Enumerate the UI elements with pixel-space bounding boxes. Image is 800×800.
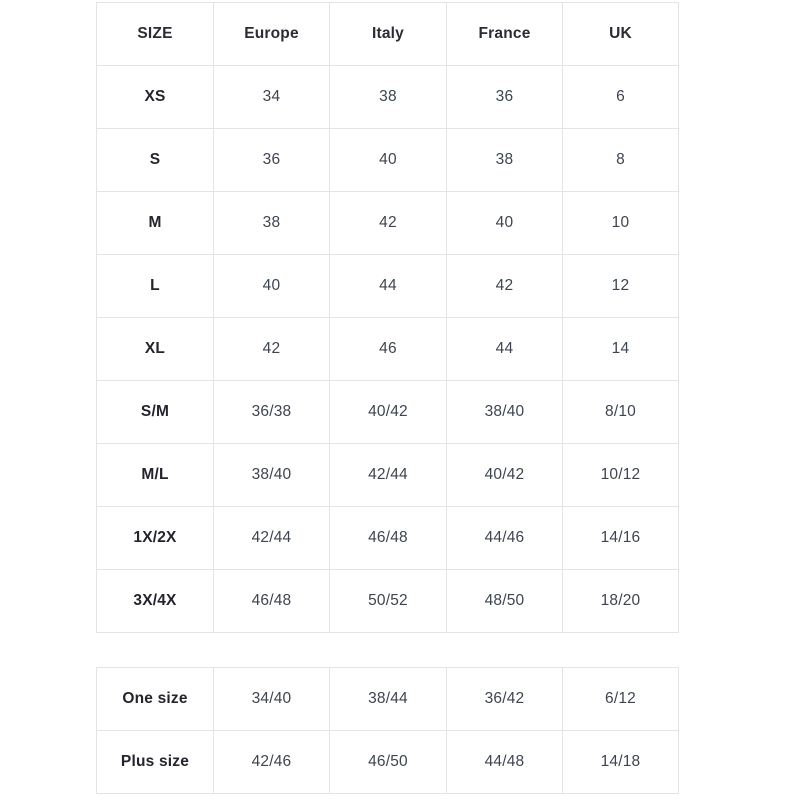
cell-uk: 10 — [562, 191, 679, 255]
row-label: S/M — [96, 380, 214, 444]
cell-france: 40/42 — [446, 443, 563, 507]
table-row: S/M 36/38 40/42 38/40 8/10 — [96, 380, 679, 444]
table-body: XS 34 38 36 6 S 36 40 38 8 M 38 42 40 10 — [96, 65, 679, 633]
cell-uk: 14 — [562, 317, 679, 381]
cell-france: 42 — [446, 254, 563, 318]
table-row: L 40 44 42 12 — [96, 254, 679, 318]
cell-europe: 34 — [213, 65, 330, 129]
cell-italy: 46 — [329, 317, 447, 381]
table-row: One size 34/40 38/44 36/42 6/12 — [96, 667, 679, 731]
table-row: XS 34 38 36 6 — [96, 65, 679, 129]
cell-europe: 34/40 — [213, 667, 330, 731]
cell-uk: 14/18 — [562, 730, 679, 794]
cell-uk: 8 — [562, 128, 679, 192]
cell-europe: 36/38 — [213, 380, 330, 444]
cell-uk: 10/12 — [562, 443, 679, 507]
table-row: S 36 40 38 8 — [96, 128, 679, 192]
one-size-conversion-table: One size 34/40 38/44 36/42 6/12 Plus siz… — [96, 667, 679, 794]
cell-italy: 42/44 — [329, 443, 447, 507]
cell-uk: 12 — [562, 254, 679, 318]
column-header-uk: UK — [562, 2, 679, 66]
row-label: M — [96, 191, 214, 255]
row-label: XL — [96, 317, 214, 381]
cell-france: 48/50 — [446, 569, 563, 633]
cell-italy: 44 — [329, 254, 447, 318]
cell-italy: 46/48 — [329, 506, 447, 570]
cell-italy: 42 — [329, 191, 447, 255]
cell-france: 36/42 — [446, 667, 563, 731]
column-header-france: France — [446, 2, 563, 66]
cell-europe: 46/48 — [213, 569, 330, 633]
row-label: 1X/2X — [96, 506, 214, 570]
table-row: 3X/4X 46/48 50/52 48/50 18/20 — [96, 569, 679, 633]
cell-europe: 38/40 — [213, 443, 330, 507]
table-row: M/L 38/40 42/44 40/42 10/12 — [96, 443, 679, 507]
cell-france: 44 — [446, 317, 563, 381]
cell-france: 44/48 — [446, 730, 563, 794]
cell-france: 44/46 — [446, 506, 563, 570]
column-header-europe: Europe — [213, 2, 330, 66]
header-row: SIZE Europe Italy France UK — [96, 2, 679, 66]
row-label: One size — [96, 667, 214, 731]
table-header: SIZE Europe Italy France UK — [96, 2, 679, 66]
cell-france: 40 — [446, 191, 563, 255]
row-label: S — [96, 128, 214, 192]
row-label: L — [96, 254, 214, 318]
cell-france: 38 — [446, 128, 563, 192]
cell-europe: 42/44 — [213, 506, 330, 570]
row-label: M/L — [96, 443, 214, 507]
cell-france: 36 — [446, 65, 563, 129]
cell-europe: 36 — [213, 128, 330, 192]
cell-uk: 18/20 — [562, 569, 679, 633]
row-label: Plus size — [96, 730, 214, 794]
cell-uk: 8/10 — [562, 380, 679, 444]
cell-uk: 6/12 — [562, 667, 679, 731]
column-header-italy: Italy — [329, 2, 447, 66]
table-row: Plus size 42/46 46/50 44/48 14/18 — [96, 730, 679, 794]
cell-uk: 6 — [562, 65, 679, 129]
cell-italy: 46/50 — [329, 730, 447, 794]
cell-europe: 42/46 — [213, 730, 330, 794]
cell-europe: 38 — [213, 191, 330, 255]
cell-europe: 42 — [213, 317, 330, 381]
table-body: One size 34/40 38/44 36/42 6/12 Plus siz… — [96, 667, 679, 794]
cell-uk: 14/16 — [562, 506, 679, 570]
column-header-size: SIZE — [96, 2, 214, 66]
table-row: M 38 42 40 10 — [96, 191, 679, 255]
cell-italy: 40/42 — [329, 380, 447, 444]
row-label: XS — [96, 65, 214, 129]
size-conversion-table: SIZE Europe Italy France UK XS 34 38 36 … — [96, 2, 679, 633]
cell-italy: 38 — [329, 65, 447, 129]
cell-italy: 50/52 — [329, 569, 447, 633]
table-row: XL 42 46 44 14 — [96, 317, 679, 381]
cell-italy: 40 — [329, 128, 447, 192]
cell-italy: 38/44 — [329, 667, 447, 731]
cell-europe: 40 — [213, 254, 330, 318]
cell-france: 38/40 — [446, 380, 563, 444]
table-row: 1X/2X 42/44 46/48 44/46 14/16 — [96, 506, 679, 570]
row-label: 3X/4X — [96, 569, 214, 633]
